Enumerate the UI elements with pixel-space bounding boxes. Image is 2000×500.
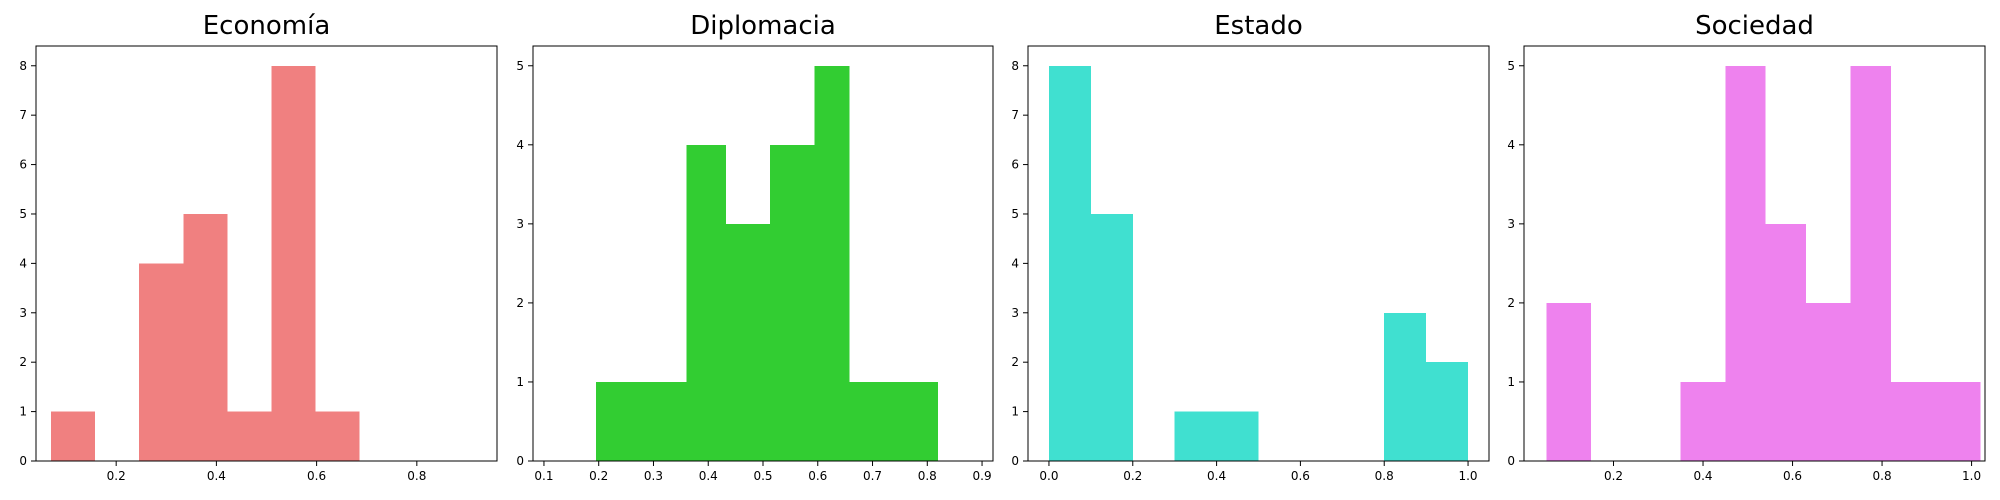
economia-x-tick-label: 0.6 xyxy=(307,469,326,483)
estado-title: Estado xyxy=(1214,11,1303,41)
diplomacia-x-tick-label: 0.7 xyxy=(863,469,882,483)
diplomacia-x-tick-label: 0.8 xyxy=(918,469,937,483)
estado-x-tick-label: 0.4 xyxy=(1207,469,1226,483)
diplomacia-bar-4 xyxy=(725,223,771,461)
diplomacia-y-tick-label: 4 xyxy=(516,138,524,152)
estado-y-tick-label: 3 xyxy=(1011,306,1019,320)
estado-y-tick-label: 1 xyxy=(1011,405,1019,419)
estado-axes-frame xyxy=(1027,45,1490,462)
sociedad-x-tick-label: 0.4 xyxy=(1693,469,1712,483)
economia-x-tick-label: 0.2 xyxy=(107,469,126,483)
economia-y-tick-label: 7 xyxy=(19,108,27,122)
diplomacia-x-tick-label: 0.3 xyxy=(644,469,663,483)
diplomacia-bar-1 xyxy=(595,381,642,461)
sociedad-x-tick-label: 0.6 xyxy=(1783,469,1802,483)
economia-y-tick-label: 6 xyxy=(19,158,27,172)
panel-economia: 0.2 0.4 0.6 0.8 0 1 2 3 4 5 6 7 8 Economía xyxy=(19,11,498,483)
diplomacia-bar-8 xyxy=(894,381,939,461)
diplomacia-y-tick-label: 3 xyxy=(516,217,524,231)
sociedad-x-tick-label: 0.2 xyxy=(1604,469,1623,483)
sociedad-axes-frame xyxy=(1523,45,1986,462)
economia-y-tick-label: 8 xyxy=(19,59,27,73)
economia-y-tick-label: 5 xyxy=(19,207,27,221)
estado-y-tick-label: 5 xyxy=(1011,207,1019,221)
economia-axes-frame xyxy=(35,45,498,462)
sociedad-x-tick-label: 0.8 xyxy=(1873,469,1892,483)
diplomacia-bar-5 xyxy=(770,144,815,462)
estado-x-tick-label: 0.2 xyxy=(1123,469,1142,483)
sociedad-bar-6 xyxy=(1765,223,1806,461)
diplomacia-y-tick-label: 5 xyxy=(516,59,524,73)
economia-y-tick-label: 0 xyxy=(19,454,27,468)
estado-y-tick-label: 6 xyxy=(1011,158,1019,172)
sociedad-y-tick-label: 2 xyxy=(1507,296,1515,310)
estado-x-tick-label: 0.0 xyxy=(1039,469,1058,483)
sociedad-x-tick-label: 1.0 xyxy=(1962,469,1981,483)
estado-x-tick-label: 1.0 xyxy=(1458,469,1477,483)
economia-y-tick-label: 1 xyxy=(19,405,27,419)
estado-y-tick-label: 4 xyxy=(1011,256,1019,270)
panel-sociedad: 0.2 0.4 0.6 0.8 1.0 0 1 2 3 4 5 Sociedad xyxy=(1507,11,1986,483)
estado-y-tick-label: 8 xyxy=(1011,59,1019,73)
sociedad-bar-9 xyxy=(1891,381,1936,461)
sociedad-bar-8 xyxy=(1850,65,1892,461)
panel-estado: 0.0 0.2 0.4 0.6 0.8 1.0 0 1 2 3 4 5 6 7 8 Estado xyxy=(1011,11,1490,483)
sociedad-bar-7 xyxy=(1805,302,1851,461)
sociedad-bar-4 xyxy=(1680,381,1726,461)
economia-title: Economía xyxy=(203,11,331,41)
estado-y-tick-label: 7 xyxy=(1011,108,1019,122)
estado-bar-10 xyxy=(1426,362,1469,461)
economia-bar-1 xyxy=(51,411,96,461)
economia-bar-5 xyxy=(227,411,272,461)
diplomacia-bar-3 xyxy=(686,144,726,462)
economia-bar-6 xyxy=(271,65,316,461)
estado-bar-4 xyxy=(1174,411,1217,461)
diplomacia-x-tick-label: 0.5 xyxy=(753,469,772,483)
estado-x-tick-label: 0.6 xyxy=(1291,469,1310,483)
economia-y-tick-label: 4 xyxy=(19,256,27,270)
diplomacia-bar-2 xyxy=(641,381,687,461)
economia-y-tick-label: 3 xyxy=(19,306,27,320)
sociedad-bar-10 xyxy=(1935,381,1981,461)
estado-y-tick-label: 2 xyxy=(1011,355,1019,369)
sociedad-y-tick-label: 5 xyxy=(1507,59,1515,73)
sociedad-y-tick-label: 0 xyxy=(1507,454,1515,468)
diplomacia-x-tick-label: 0.9 xyxy=(973,469,992,483)
diplomacia-title: Diplomacia xyxy=(690,11,836,41)
diplomacia-y-tick-label: 2 xyxy=(516,296,524,310)
sociedad-y-tick-label: 3 xyxy=(1507,217,1515,231)
economia-x-tick-label: 0.4 xyxy=(207,469,226,483)
estado-bar-5 xyxy=(1216,411,1259,461)
estado-bar-1 xyxy=(1048,65,1091,461)
diplomacia-x-tick-label: 0.2 xyxy=(589,469,608,483)
diplomacia-bar-7 xyxy=(849,381,895,461)
economia-x-tick-label: 0.8 xyxy=(407,469,426,483)
diplomacia-x-tick-label: 0.1 xyxy=(534,469,553,483)
estado-x-tick-label: 0.8 xyxy=(1375,469,1394,483)
panel-diplomacia: 0.1 0.2 0.3 0.4 0.5 0.6 0.7 0.8 0.9 0 1 2 3 4 5 Diploma… xyxy=(516,11,994,483)
sociedad-title: Sociedad xyxy=(1695,11,1814,41)
estado-bar-2 xyxy=(1090,213,1133,461)
economia-bar-3 xyxy=(139,263,184,461)
sociedad-bar-1 xyxy=(1546,302,1592,461)
sociedad-bar-5 xyxy=(1725,65,1766,461)
sociedad-y-tick-label: 1 xyxy=(1507,375,1515,389)
diplomacia-y-tick-label: 0 xyxy=(516,454,524,468)
sociedad-y-tick-label: 4 xyxy=(1507,138,1515,152)
economia-y-tick-label: 2 xyxy=(19,355,27,369)
diplomacia-x-tick-label: 0.6 xyxy=(808,469,827,483)
estado-y-tick-label: 0 xyxy=(1011,454,1019,468)
economia-bar-7 xyxy=(315,411,360,461)
economia-bar-4 xyxy=(183,213,228,461)
estado-bar-9 xyxy=(1384,312,1427,461)
diplomacia-y-tick-label: 1 xyxy=(516,375,524,389)
diplomacia-bar-6 xyxy=(814,65,850,461)
diplomacia-x-tick-label: 0.4 xyxy=(699,469,718,483)
